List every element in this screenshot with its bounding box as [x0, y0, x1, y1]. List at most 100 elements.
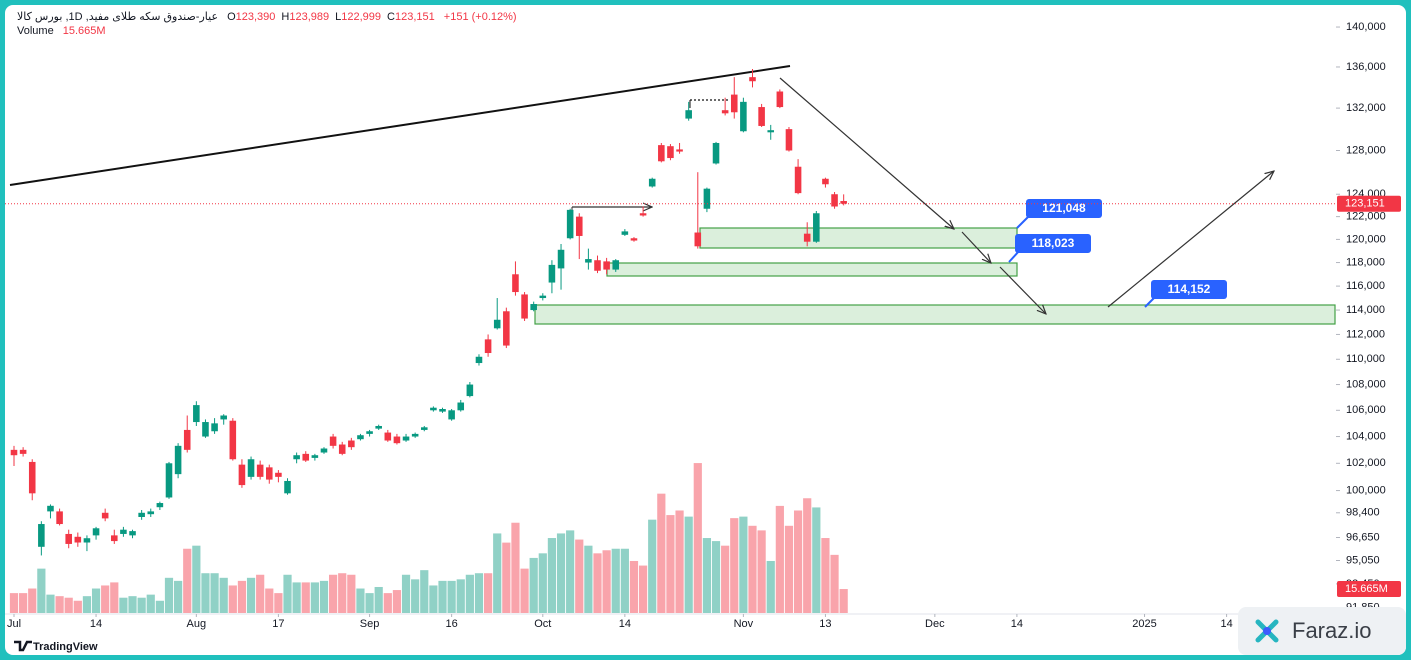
watermark-text: Faraz.io	[1292, 618, 1371, 643]
y-tick-label: 96,650	[1346, 531, 1380, 543]
volume-bar	[657, 493, 666, 613]
volume-bar	[319, 580, 329, 613]
y-tick-label: 136,000	[1346, 61, 1386, 73]
candle-body	[831, 194, 838, 207]
watermark-box	[1238, 607, 1406, 655]
candle-body	[284, 480, 291, 494]
volume-bar	[64, 597, 73, 613]
candle-body	[521, 294, 528, 319]
candle-body	[384, 432, 392, 441]
candle-body	[539, 295, 547, 299]
x-tick-label: 13	[819, 618, 831, 630]
volume-bar	[174, 580, 183, 613]
ohlc-key: C	[387, 11, 395, 23]
candle-body	[813, 213, 820, 242]
candle-body	[256, 464, 264, 477]
candle-body	[758, 107, 765, 126]
volume-bar	[356, 588, 365, 613]
volume-value: 15.665M	[62, 25, 106, 37]
candle-body	[174, 445, 182, 475]
volume-bar	[383, 593, 392, 613]
zone	[606, 262, 1018, 277]
volume-bar	[666, 515, 675, 613]
volume-bar	[128, 596, 137, 613]
candle-body	[420, 427, 428, 430]
price-label-box	[1151, 280, 1227, 299]
candle-body	[38, 524, 45, 547]
last-price-box	[1337, 195, 1401, 212]
y-tick-label: 116,000	[1346, 280, 1385, 292]
candle-body	[293, 455, 300, 460]
candle-body	[475, 356, 483, 364]
volume-bar	[55, 596, 64, 613]
volume-bar	[547, 538, 557, 613]
candle-body	[703, 188, 711, 209]
x-tick-label: 14	[1220, 618, 1232, 630]
candle-body	[83, 538, 91, 543]
y-tick-label: 108,000	[1346, 378, 1386, 390]
volume-bar	[392, 590, 402, 613]
candle-body	[721, 110, 729, 114]
candle-body	[120, 529, 127, 534]
zone	[699, 227, 1018, 249]
candle-body	[585, 259, 592, 263]
volume-bar	[9, 593, 19, 613]
candle-body	[183, 429, 191, 450]
candle-body	[311, 455, 319, 458]
volume-bar	[593, 553, 602, 613]
candle-body	[685, 110, 692, 119]
candle-body	[439, 408, 446, 412]
volume-bar	[365, 593, 374, 613]
volume-bar	[119, 597, 128, 613]
candle-body	[220, 415, 227, 420]
volume-bar	[228, 585, 237, 613]
candle-body	[193, 405, 200, 423]
candle-body	[28, 461, 36, 494]
volume-label-box	[1337, 581, 1401, 598]
zone	[534, 304, 1336, 325]
volume-bar	[401, 574, 411, 613]
y-tick-label: 106,000	[1346, 404, 1386, 416]
candle-body	[165, 463, 173, 498]
y-tick-label: 122,000	[1346, 211, 1386, 223]
volume-bar	[447, 580, 456, 613]
tradingview-text: TradingView	[33, 641, 98, 653]
ohlc-value: 123,151	[394, 11, 435, 23]
volume-bar	[766, 560, 775, 613]
y-tick-label: 100,000	[1346, 484, 1386, 496]
candle-body	[557, 249, 565, 269]
volume-bar	[474, 573, 484, 613]
price-label: 114,152	[1168, 282, 1211, 296]
volume-axis-label: 15.665M	[1345, 583, 1388, 595]
volume-bar	[274, 593, 283, 613]
y-tick-label: 114,000	[1346, 304, 1385, 316]
y-tick-label: 120,000	[1346, 233, 1386, 245]
candle-body	[530, 304, 537, 311]
volume-bar	[839, 589, 848, 613]
y-tick-label: 132,000	[1346, 102, 1386, 114]
volume-bar	[629, 560, 639, 613]
y-tick-label: 102,000	[1346, 457, 1386, 469]
volume-bar	[164, 577, 174, 613]
volume-bar	[648, 519, 657, 613]
volume-bar	[146, 594, 155, 613]
legend: عیار-صندوق سکه طلای مفید, 1D, بورس کالا …	[17, 10, 517, 38]
volume-bar	[347, 574, 356, 613]
volume-bar	[784, 525, 794, 613]
x-tick-label: Oct	[534, 618, 551, 630]
volume-bar	[538, 553, 547, 613]
x-tick-label: Jul	[7, 618, 21, 630]
y-tick-label: 112,000	[1346, 328, 1385, 340]
candle-body	[676, 149, 683, 152]
volume-bar	[757, 530, 766, 613]
candle-body	[101, 512, 109, 519]
legend-row: Volume 15.665M	[17, 24, 517, 38]
volume-bar	[310, 582, 319, 613]
candle-body	[612, 260, 620, 270]
price-label-box	[1015, 234, 1091, 253]
ohlc: O123,390 H123,989 L122,999 C123,151	[221, 11, 435, 23]
legend-row: عیار-صندوق سکه طلای مفید, 1D, بورس کالا …	[17, 10, 517, 24]
volume-bar	[219, 577, 228, 613]
candle-body	[202, 422, 209, 437]
candle-body	[658, 145, 665, 162]
